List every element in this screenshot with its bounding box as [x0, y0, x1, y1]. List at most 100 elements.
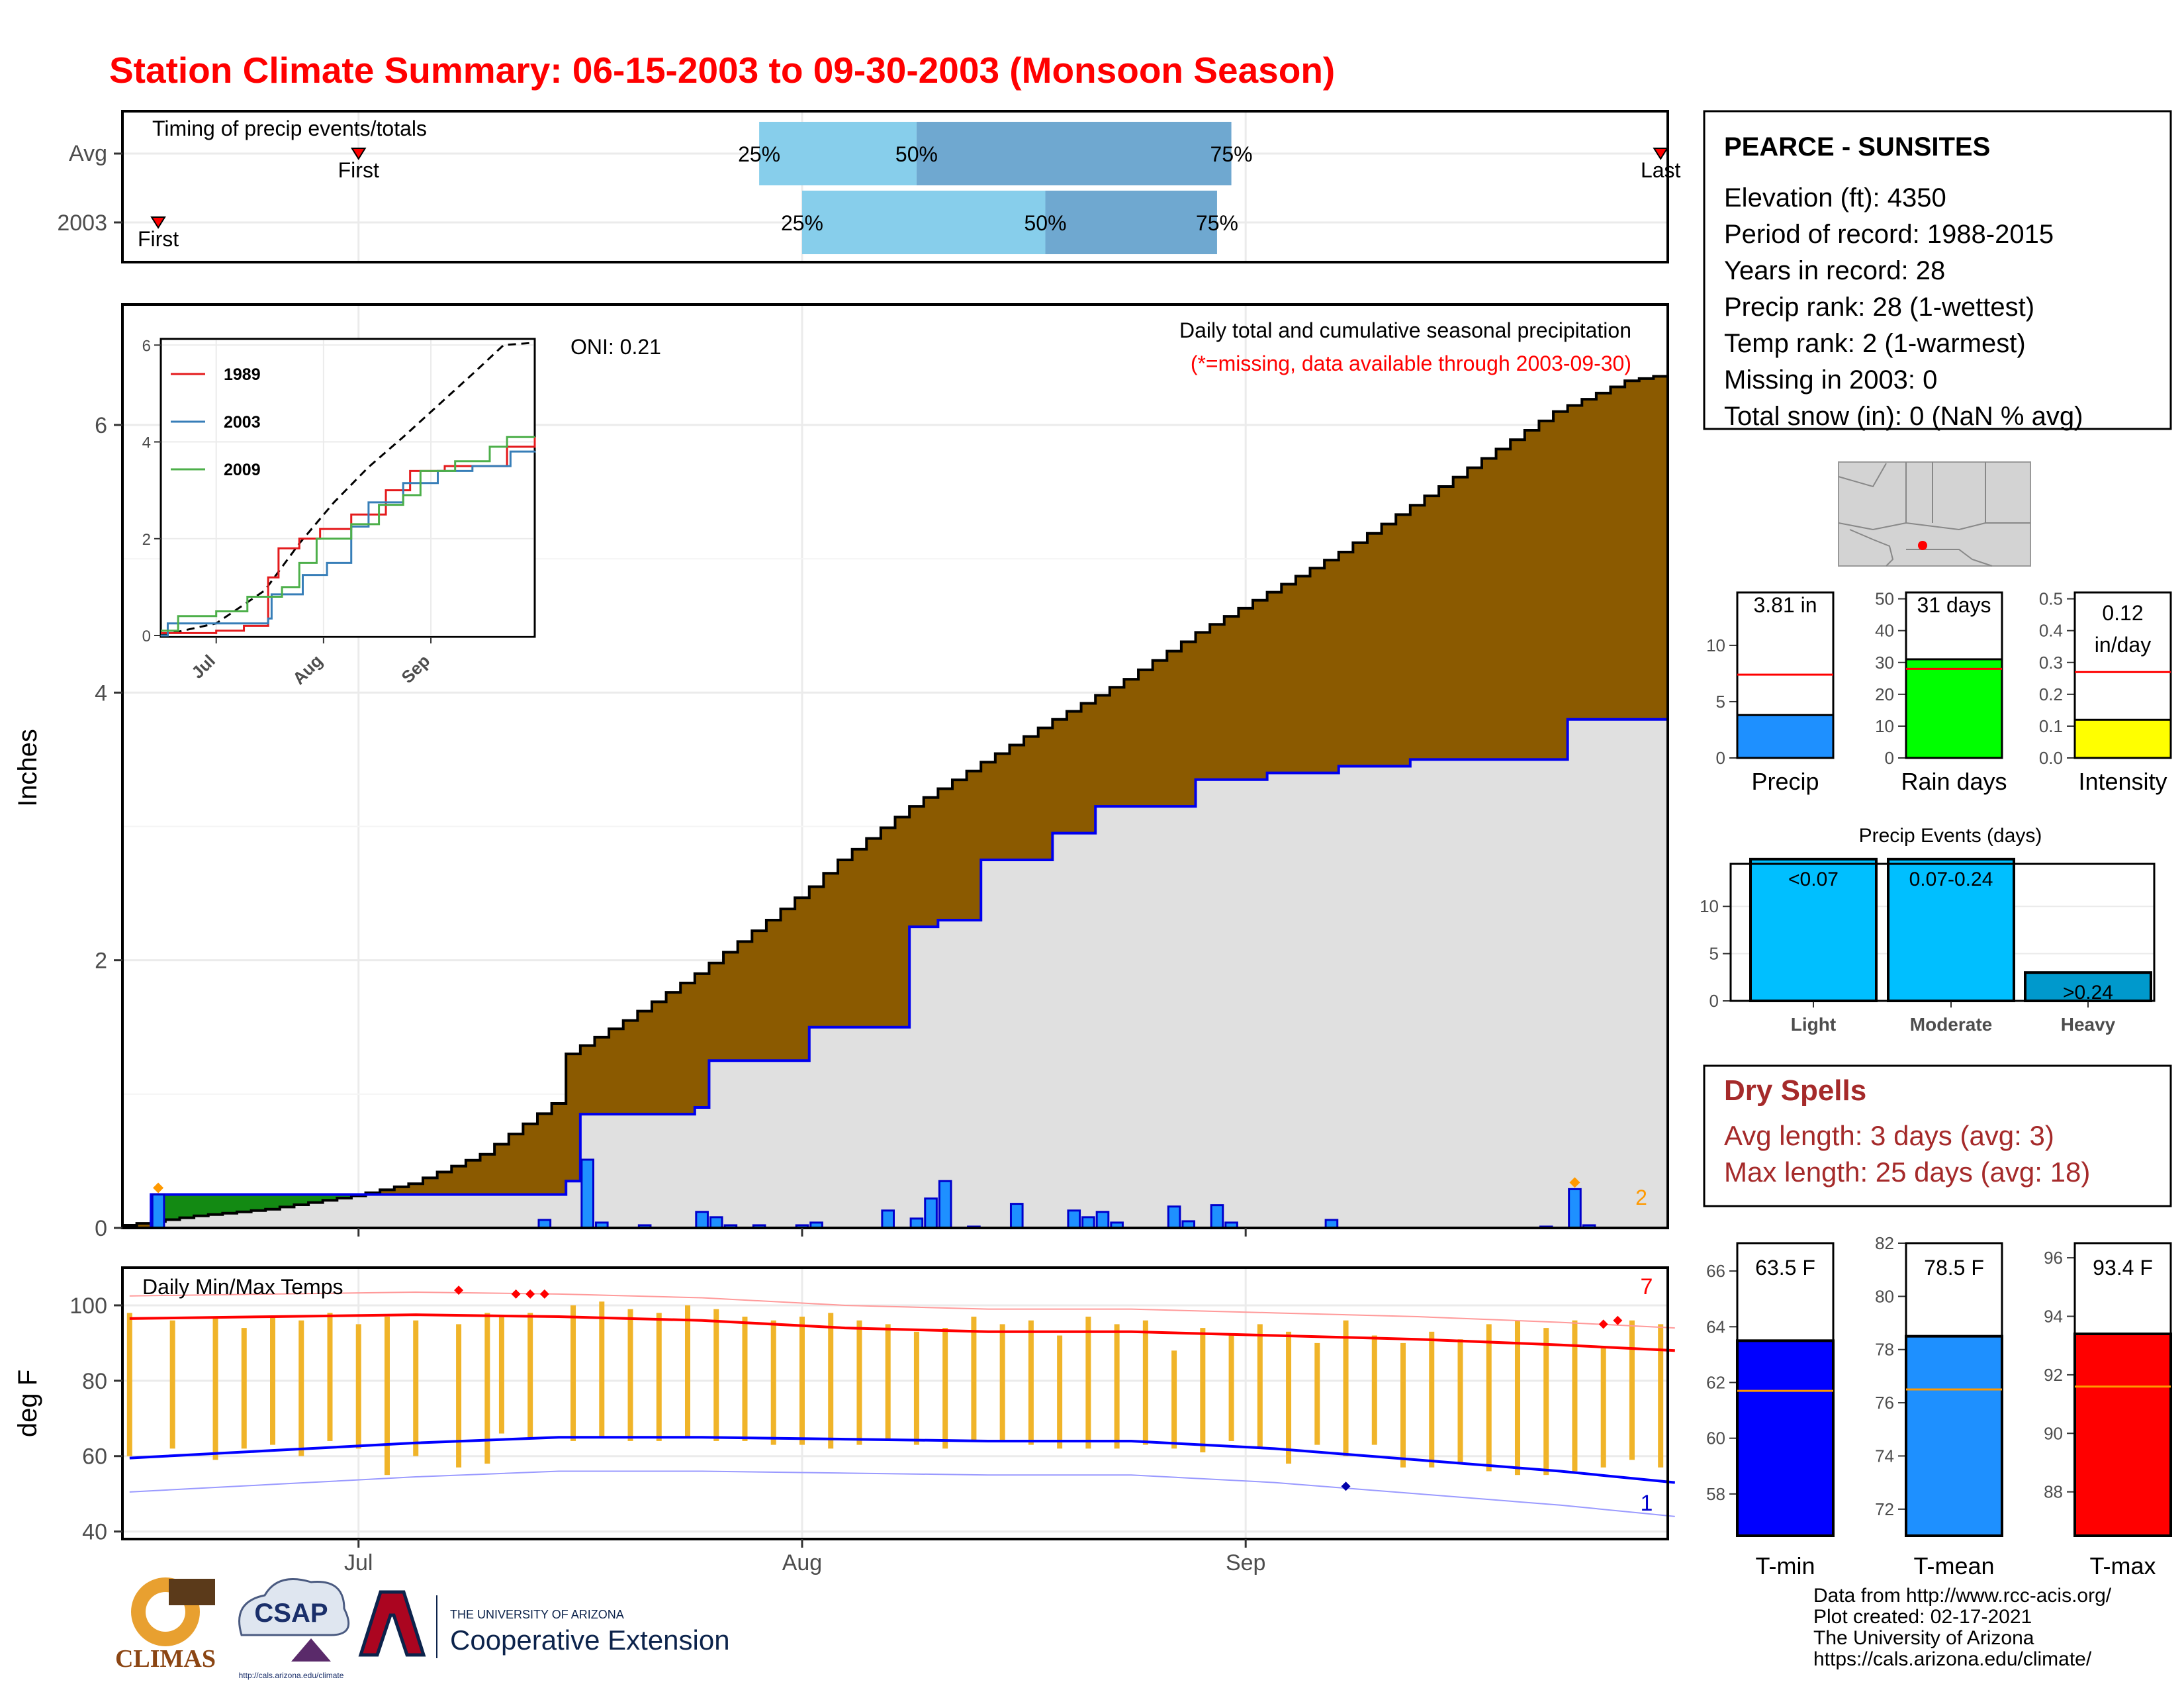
daily-temp-range-bar [1314, 1342, 1320, 1445]
record-high-count: 7 [1641, 1274, 1653, 1299]
avg-cumulative-line [122, 375, 1668, 1227]
daily-precip-bar [924, 1197, 938, 1229]
daily-temp-range-bar [298, 1320, 304, 1456]
record-low-count: 1 [1641, 1491, 1653, 1516]
daily-temp-range-bar [1486, 1324, 1492, 1472]
daily-precip-bar [1009, 1203, 1024, 1229]
inset-y-tick-label: 0 [142, 628, 151, 645]
timing-q75-label: 75% [1210, 142, 1253, 166]
university-name: THE UNIVERSITY OF ARIZONA [450, 1608, 624, 1621]
temp-summary-value-label: 78.5 F [1924, 1256, 1984, 1280]
date-x-ticks: Jul Aug Sep [344, 1228, 1265, 1575]
daily-precip-bar [909, 1217, 924, 1229]
summary-value-label: 0.12 [2102, 601, 2143, 625]
daily-temp-range-bar [742, 1317, 748, 1441]
csap-url: http://cals.arizona.edu/climate [239, 1671, 344, 1680]
heavy-count-label: 2 [1635, 1186, 1647, 1209]
summary-y-tick-label: 0.1 [2039, 716, 2063, 736]
daily-temp-range-bar [1572, 1320, 1578, 1472]
temp-summary-y-tick-label: 58 [1706, 1484, 1725, 1504]
csap-logo-text: CSAP [254, 1599, 328, 1628]
events-bars: 0510<0.07Light0.07-0.24Moderate>0.24Heav… [1700, 857, 2156, 1035]
daily-temp-range-bar [1057, 1335, 1063, 1449]
precip-y-axis-label: Inches [13, 729, 42, 807]
temp-summary-category-label: T-mean [1913, 1552, 1994, 1579]
precip-y-tick-label: 4 [95, 680, 107, 706]
temp-frame [121, 1266, 1669, 1540]
summary-value-label: 3.81 in [1753, 593, 1817, 617]
timing-q25-label: 25% [781, 211, 823, 235]
events-bar-label: 0.07-0.24 [1909, 868, 1993, 890]
temp-summary-y-tick-label: 64 [1706, 1317, 1725, 1336]
credit-plot-date: Plot created: 02-17-2021 [1813, 1606, 2032, 1628]
summary-y-tick-label: 10 [1875, 716, 1894, 736]
daily-precip-bar [1167, 1205, 1181, 1229]
summary-y-tick-label: 0.5 [2039, 589, 2063, 609]
temp-y-axis-label: deg F [13, 1370, 42, 1437]
timing-q25-q50-bar [759, 122, 917, 185]
record-high-marker [454, 1286, 464, 1295]
oni-label: ONI: 0.21 [570, 335, 661, 359]
date-x-tick-label: Sep [1226, 1550, 1266, 1575]
avg-tmin-line [129, 1436, 1676, 1484]
daily-temp-range-bar [355, 1324, 361, 1449]
summary-y-tick-label: 20 [1875, 684, 1894, 704]
temp-grid [124, 1269, 1666, 1538]
events-y-tick-label: 10 [1700, 896, 1719, 916]
station-info-frame [1703, 110, 2172, 430]
precip-y-tick-label: 0 [95, 1216, 107, 1241]
page-title: Station Climate Summary: 06-15-2003 to 0… [109, 50, 1335, 91]
timing-q75-label: 75% [1196, 211, 1238, 235]
summary-y-tick-label: 5 [1716, 692, 1725, 712]
temp-summary-y-tick-label: 82 [1875, 1233, 1894, 1253]
daily-temp-range-bar [856, 1320, 862, 1445]
record-high-marker [511, 1289, 521, 1299]
daily-temp-range-bar [384, 1317, 390, 1476]
daily-temp-range-bar [1286, 1331, 1292, 1464]
daily-temp-range-bar [1543, 1328, 1549, 1476]
daily-temp-range-bar [1629, 1320, 1635, 1460]
daily-temp-range-bar [599, 1301, 605, 1438]
daily-temp-range-bar [270, 1317, 276, 1445]
temp-y-tick-label: 100 [69, 1293, 107, 1319]
climas-logo-text: CLIMAS [115, 1645, 216, 1673]
events-bar-heavy [2024, 971, 2152, 1002]
summary-value-label: 31 days [1917, 593, 1991, 617]
timing-event-marker [150, 216, 166, 229]
credit-data-source: Data from http://www.rcc-acis.org/ [1813, 1585, 2112, 1607]
summary-bars: 0 5 10 3.81 in Precip 0 10 20 30 40 50 31 days Rain … [1706, 589, 2172, 795]
daily-temp-range-bar [656, 1313, 662, 1441]
temp-summary-y-tick-label: 78 [1875, 1340, 1894, 1360]
timing-event-marker [1653, 148, 1668, 160]
observed-cumulative-line [122, 718, 1668, 1229]
timing-q50-label: 50% [1024, 211, 1066, 235]
daily-precip-bar [151, 1193, 165, 1229]
daily-temp-range-bar [413, 1320, 419, 1456]
temp-summary-y-tick-label: 90 [2044, 1423, 2063, 1443]
temp-summary-t-min-bar [1736, 1339, 1835, 1538]
inset-legend-label: 1989 [224, 365, 261, 384]
temp-summary-y-tick-label: 88 [2044, 1482, 2063, 1502]
summary-y-tick-label: 0.2 [2039, 684, 2063, 704]
events-category-label: Heavy [2061, 1014, 2116, 1035]
summary-unit-label: in/day [2095, 633, 2151, 657]
events-category-label: Light [1791, 1014, 1836, 1035]
timing-q50-q75-bar [1045, 191, 1217, 254]
station-snow: Total snow (in): 0 (NaN % avg) [1724, 402, 2083, 431]
timing-q50-q75-bar [916, 122, 1232, 185]
record-min-line [129, 1470, 1675, 1517]
daily-temp-range-bar [1343, 1320, 1349, 1456]
daily-precip-bar [709, 1216, 723, 1229]
daily-temp-range-bar [1142, 1320, 1148, 1445]
observed-cumulative-area [122, 719, 1668, 1228]
precip-y-tick-label: 2 [95, 949, 107, 974]
summary-y-tick-label: 0.4 [2039, 621, 2063, 641]
daily-temp-range-bar [570, 1305, 576, 1441]
credit-university: The University of Arizona [1813, 1627, 2034, 1649]
temp-y-tick-label: 40 [82, 1520, 107, 1545]
csap-mountain-icon [291, 1638, 331, 1662]
temp-summary-t-mean-bar [1905, 1335, 2003, 1537]
daily-temp-range-bar [1429, 1331, 1435, 1468]
daily-temp-range-bar [327, 1313, 333, 1441]
